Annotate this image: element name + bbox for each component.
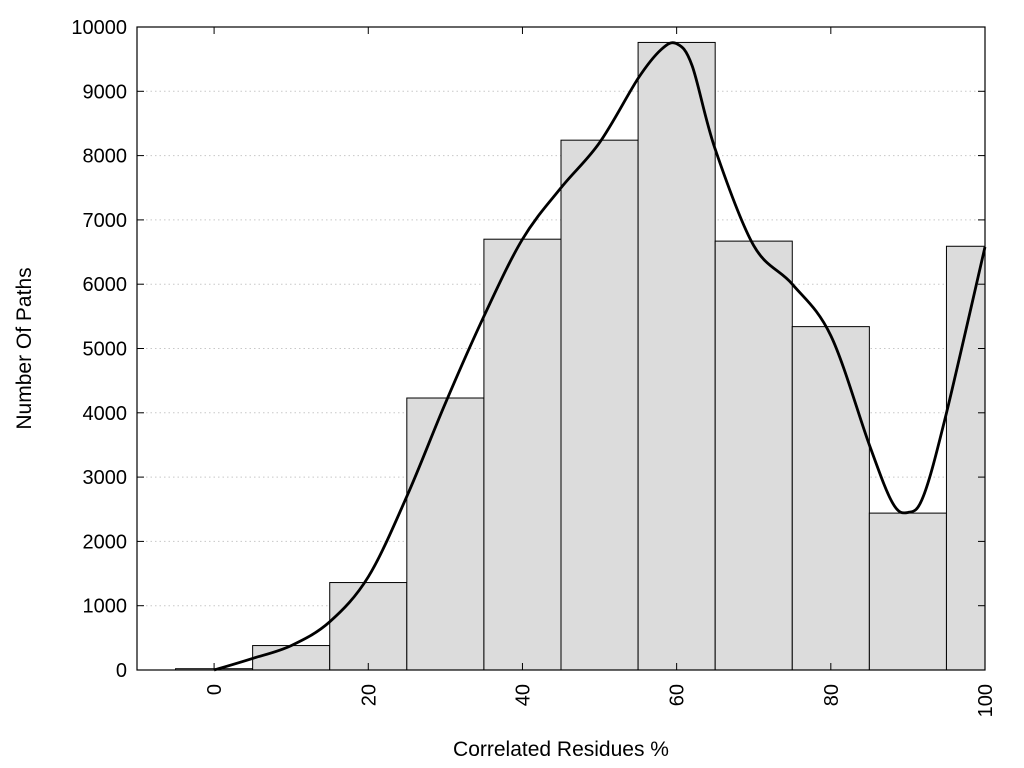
x-tick-label: 0 — [204, 684, 226, 695]
x-tick-label: 20 — [358, 684, 380, 706]
histogram-bar — [252, 645, 331, 671]
y-tick-label: 1000 — [83, 596, 128, 618]
bar-group — [175, 41, 986, 671]
y-tick-label: 2000 — [83, 531, 128, 553]
x-tick-label: 60 — [667, 684, 689, 706]
y-tick-label: 6000 — [83, 274, 128, 296]
y-tick-label: 7000 — [83, 210, 128, 232]
x-axis-title: Correlated Residues % — [453, 738, 669, 761]
y-tick-label: 0 — [116, 660, 127, 682]
x-tick-label: 80 — [821, 684, 843, 706]
y-tick-label: 4000 — [83, 403, 128, 425]
histogram-bar — [483, 238, 562, 671]
y-axis-title: Number Of Paths — [13, 267, 36, 429]
histogram-bar — [329, 582, 408, 671]
y-tick-label: 3000 — [83, 467, 128, 489]
y-tick-label: 5000 — [83, 339, 128, 361]
y-tick-label: 9000 — [83, 81, 128, 103]
x-tick-label: 100 — [975, 684, 997, 717]
smoothed-curve — [213, 41, 987, 672]
x-axis: 0 20 40 60 80 100 — [204, 27, 997, 717]
histogram-bar — [791, 326, 870, 671]
y-tick-label: 10000 — [71, 17, 127, 39]
histogram-bar — [406, 397, 485, 671]
x-tick-label: 40 — [512, 684, 534, 706]
histogram-bar — [560, 139, 639, 671]
histogram-bar — [637, 41, 716, 671]
y-tick-label: 8000 — [83, 146, 128, 168]
y-axis: 0 1000 2000 3000 4000 5000 6000 7000 8000 9000 100… — [71, 17, 985, 682]
histogram-bar — [868, 512, 947, 671]
histogram-bar — [714, 240, 793, 671]
histogram-bar — [945, 245, 986, 671]
curve-group — [213, 41, 987, 672]
